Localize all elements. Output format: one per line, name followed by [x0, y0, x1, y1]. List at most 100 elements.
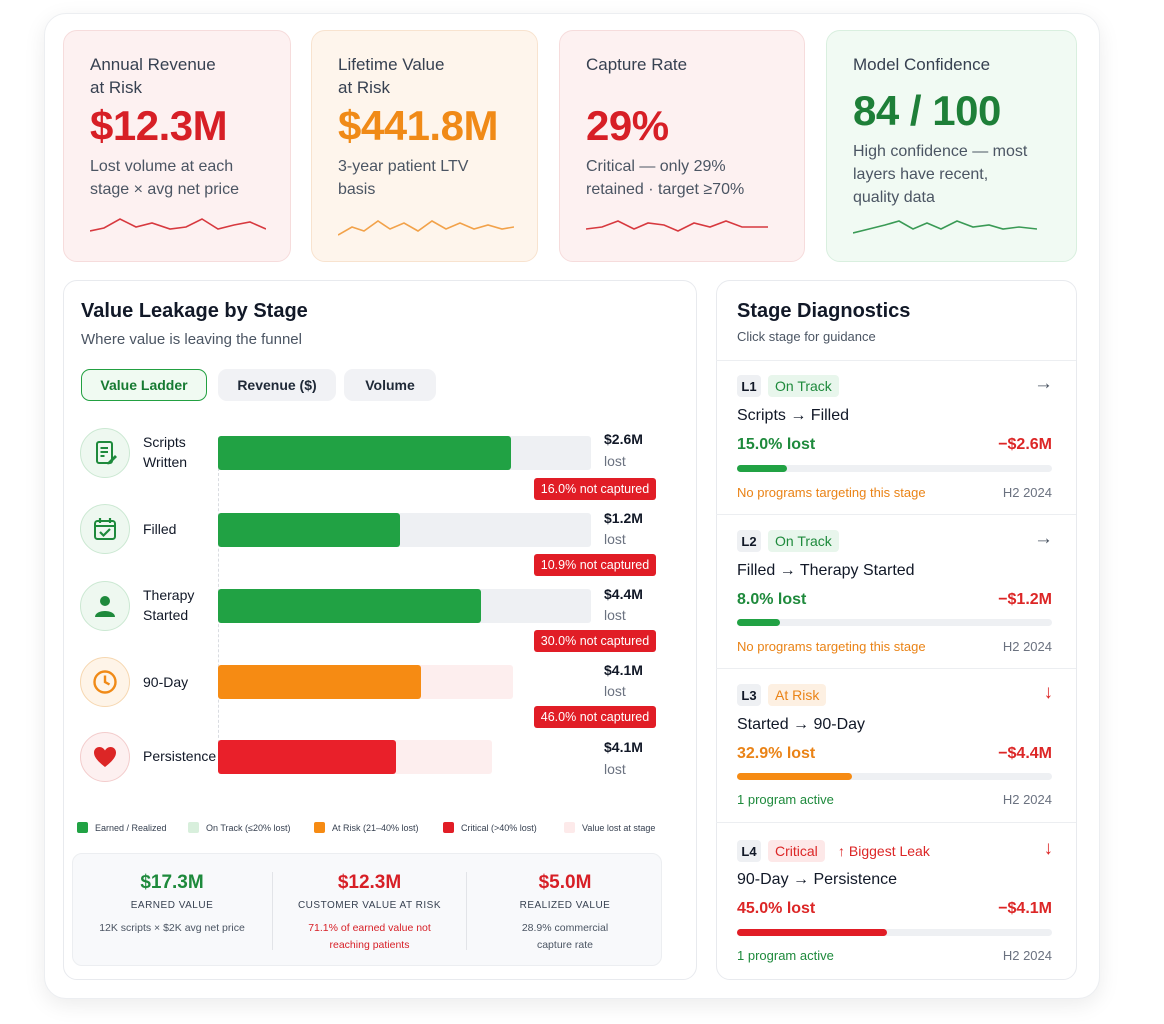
- summary-value: $17.3M: [140, 872, 204, 893]
- stage-label: Therapy Started: [143, 587, 195, 623]
- stage-lost-label: lost: [604, 453, 626, 469]
- legend-label: Earned / Realized: [95, 822, 167, 833]
- summary-value: $12.3M: [337, 872, 402, 893]
- stage-transition: Filled → Therapy Started: [737, 562, 915, 579]
- not-captured-badge: 16.0% not captured: [534, 478, 656, 500]
- leakage-subtitle: Where value is leaving the funnel: [81, 331, 302, 348]
- level-badge: L1: [737, 375, 761, 397]
- legend-swatch: [188, 822, 199, 833]
- period-label: H2 2024: [1002, 948, 1052, 963]
- summary-description: 12K scripts × $2K avg net price: [99, 922, 245, 934]
- legend-label: Critical (>40% lost): [461, 822, 537, 833]
- kpi-model-confidence: Model Confidence 84 / 100 High confidenc…: [826, 30, 1077, 262]
- stage-lost-label: lost: [604, 683, 626, 699]
- kpi-value: 84 / 100: [853, 87, 1001, 134]
- legend-item: Critical (>40% lost): [443, 822, 564, 833]
- stage-lost-value: $4.1M: [604, 739, 643, 755]
- legend-label: Value lost at stage: [582, 822, 656, 833]
- legend-item: On Track (≤20% lost): [188, 822, 314, 833]
- stage-transition: Started → 90-Day: [737, 716, 866, 733]
- diagnostics-title: Stage Diagnostics: [737, 300, 911, 322]
- summary-value: $5.0M: [538, 872, 592, 893]
- arrow-down-icon[interactable]: ↓: [1043, 838, 1054, 859]
- kpi-value: $12.3M: [90, 102, 228, 149]
- kpi-description: 3-year patient LTV basis: [338, 158, 469, 198]
- loss-progress-track: [737, 619, 1052, 626]
- loss-progress-track: [737, 929, 1052, 936]
- legend-swatch: [314, 822, 325, 833]
- calendar-check-icon: [94, 518, 116, 540]
- legend-item: Value lost at stage: [564, 822, 655, 833]
- tab-revenue[interactable]: Revenue ($): [218, 369, 336, 401]
- stage-bar-fill[interactable]: [218, 589, 481, 623]
- sparkline: [853, 220, 1037, 234]
- stage-therapy-started-icon: [80, 581, 130, 631]
- summary-earned-value: $17.3M EARNED VALUE 12K scripts × $2K av…: [73, 854, 271, 967]
- stage-bar-fill[interactable]: [218, 436, 511, 470]
- loss-progress-fill: [737, 773, 852, 780]
- kpi-title: Annual Revenue at Risk: [90, 55, 216, 97]
- stage-label: Scripts Written: [143, 434, 188, 470]
- status-badge: At Risk: [768, 684, 827, 706]
- program-note: No programs targeting this stage: [737, 485, 926, 500]
- stage-bar-fill[interactable]: [218, 665, 421, 699]
- diagnostic-card-l4[interactable]: L4 Critical ↑ Biggest Leak ↓ 90-Day → Pe…: [716, 822, 1076, 978]
- stage-bar-fill[interactable]: [218, 740, 396, 774]
- tab-volume[interactable]: Volume: [344, 369, 436, 401]
- kpi-value: $441.8M: [338, 102, 498, 149]
- kpi-title: Lifetime Value at Risk: [338, 55, 445, 97]
- biggest-leak-badge: ↑ Biggest Leak: [838, 843, 930, 859]
- program-note: No programs targeting this stage: [737, 639, 926, 654]
- status-badge: On Track: [768, 530, 839, 552]
- diagnostics-subtitle: Click stage for guidance: [737, 329, 876, 344]
- arrow-right-icon[interactable]: →: [1034, 528, 1053, 549]
- arrow-down-icon[interactable]: ↓: [1043, 682, 1054, 703]
- sparkline: [586, 220, 768, 232]
- loss-progress-track: [737, 465, 1052, 472]
- summary-description: 28.9% commercial capture rate: [521, 922, 609, 951]
- kpi-description: Critical — only 29% retained · target ≥7…: [586, 158, 745, 198]
- period-label: H2 2024: [1002, 485, 1052, 500]
- sparkline: [338, 220, 514, 236]
- stage-lost-label: lost: [604, 761, 626, 777]
- kpi-title: Capture Rate: [586, 55, 688, 74]
- legend-swatch: [564, 822, 575, 833]
- stage-filled-icon: [80, 504, 130, 554]
- clock-icon: [93, 670, 117, 694]
- person-icon: [95, 596, 115, 617]
- lost-amount: −$4.1M: [998, 900, 1052, 917]
- value-summary: $17.3M EARNED VALUE 12K scripts × $2K av…: [72, 853, 662, 966]
- legend-swatch: [77, 822, 88, 833]
- diagnostic-card-l3[interactable]: L3 At Risk ↓ Started → 90-Day 32.9% lost…: [716, 668, 1076, 822]
- program-note: 1 program active: [737, 792, 834, 807]
- kpi-capture-rate: Capture Rate 29% Critical — only 29% ret…: [559, 30, 805, 262]
- lost-percentage: 8.0% lost: [737, 591, 807, 608]
- stage-lost-label: lost: [604, 607, 626, 623]
- loss-progress-fill: [737, 929, 887, 936]
- period-label: H2 2024: [1002, 639, 1052, 654]
- lost-percentage: 45.0% lost: [737, 900, 816, 917]
- stage-lost-label: lost: [604, 531, 626, 547]
- not-captured-badge: 30.0% not captured: [534, 630, 656, 652]
- heart-icon: [94, 747, 116, 767]
- lost-amount: −$1.2M: [998, 591, 1052, 608]
- lost-amount: −$4.4M: [998, 745, 1052, 762]
- stage-bar-fill[interactable]: [218, 513, 400, 547]
- level-badge: L4: [737, 840, 761, 862]
- diagnostic-card-l2[interactable]: L2 On Track → Filled → Therapy Started 8…: [716, 514, 1076, 668]
- status-badge: On Track: [768, 375, 839, 397]
- stage-transition: Scripts → Filled: [737, 407, 850, 424]
- arrow-right-icon[interactable]: →: [1034, 373, 1053, 394]
- stage-persistence-icon: [80, 732, 130, 782]
- kpi-lifetime-value-at-risk: Lifetime Value at Risk $441.8M 3-year pa…: [311, 30, 538, 262]
- kpi-annual-revenue-at-risk: Annual Revenue at Risk $12.3M Lost volum…: [63, 30, 291, 262]
- lost-percentage: 32.9% lost: [737, 745, 816, 762]
- legend-item: At Risk (21–40% lost): [314, 822, 443, 833]
- diagnostic-card-l1[interactable]: L1 On Track → Scripts → Filled 15.0% los…: [716, 360, 1076, 514]
- kpi-title: Model Confidence: [853, 55, 991, 74]
- summary-divider: [272, 872, 273, 950]
- summary-realized-value: $5.0M REALIZED VALUE 28.9% commercial ca…: [467, 854, 663, 967]
- tab-value-ladder[interactable]: Value Ladder: [81, 369, 207, 401]
- kpi-description: High confidence — most layers have recen…: [853, 143, 1028, 206]
- summary-label: CUSTOMER VALUE AT RISK: [297, 900, 442, 911]
